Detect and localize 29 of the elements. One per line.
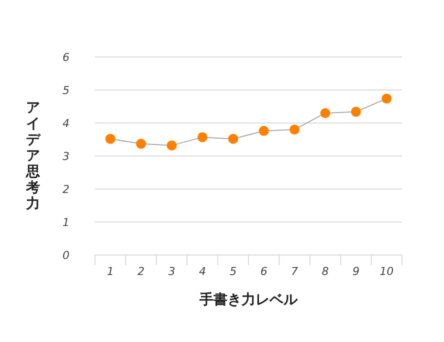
x-tick-label: 2: [138, 265, 145, 278]
y-tick-label: 6: [62, 51, 70, 64]
x-tick-label: 10: [380, 265, 394, 278]
point: [166, 140, 177, 150]
x-tick-label: 1: [106, 265, 114, 278]
y-tick-label: 5: [62, 84, 70, 97]
y-axis-title: アイデア思考力: [25, 100, 41, 212]
point: [382, 94, 392, 104]
point: [228, 134, 238, 144]
x-tick-label: 7: [291, 265, 298, 278]
y-tick-label: 0: [62, 249, 70, 262]
point: [320, 108, 330, 118]
point: [197, 132, 208, 142]
x-tick-label: 3: [168, 265, 176, 278]
point: [105, 134, 116, 144]
y-tick-label: 2: [62, 183, 70, 196]
point: [258, 126, 269, 136]
x-tick-label: 5: [230, 265, 237, 278]
x-tick-label: 6: [260, 265, 268, 278]
y-tick-label: 1: [62, 216, 70, 229]
point: [136, 138, 146, 149]
x-tick-label: 9: [352, 265, 360, 278]
point: [290, 124, 300, 135]
x-tick-label: 8: [322, 265, 329, 278]
y-tick-label: 3: [62, 150, 70, 163]
y-tick-label: 4: [62, 117, 70, 130]
point: [350, 106, 361, 117]
x-tick-label: 4: [198, 265, 206, 278]
x-axis-title: 手書き力レベル: [198, 291, 298, 308]
